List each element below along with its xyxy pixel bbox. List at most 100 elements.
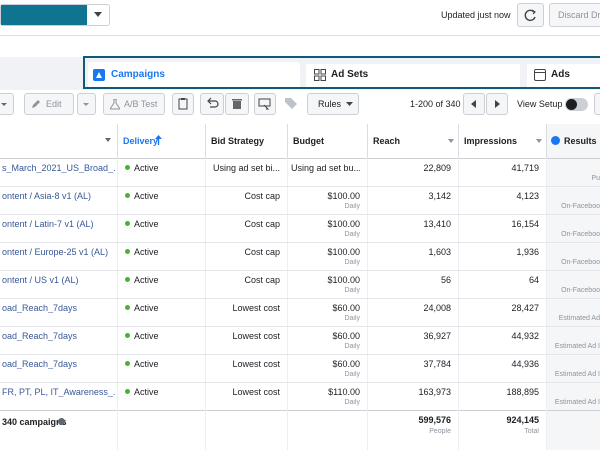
bid-strategy: Lowest cost bbox=[232, 331, 280, 341]
account-select[interactable] bbox=[0, 4, 110, 26]
reach: 3,142 bbox=[428, 191, 451, 201]
rules-button[interactable]: Rules bbox=[307, 93, 359, 115]
refresh-icon bbox=[524, 9, 536, 22]
delivery-status: Active bbox=[134, 247, 159, 257]
row-divider bbox=[0, 326, 600, 327]
budget-period: Daily bbox=[344, 315, 360, 322]
prev-page[interactable] bbox=[463, 93, 485, 115]
column-divider bbox=[546, 124, 547, 158]
column-divider bbox=[367, 158, 368, 410]
impressions: 1,936 bbox=[516, 247, 539, 257]
budget: $100.00 bbox=[327, 191, 360, 201]
status-dot bbox=[125, 165, 130, 170]
delivery-status: Active bbox=[134, 191, 159, 201]
impressions: 44,932 bbox=[511, 331, 539, 341]
tag-button[interactable] bbox=[282, 93, 300, 115]
ads-icon bbox=[534, 69, 546, 81]
update-status: Updated just now bbox=[441, 10, 511, 20]
sort-arrow bbox=[155, 135, 162, 147]
budget-period: Daily bbox=[344, 399, 360, 406]
dropdown-button[interactable] bbox=[0, 93, 14, 115]
impressions: 188,895 bbox=[506, 387, 539, 397]
row-divider bbox=[0, 270, 600, 271]
results-column-bg bbox=[546, 124, 600, 450]
bid-strategy: Cost cap bbox=[244, 275, 280, 285]
totals-border bbox=[0, 410, 600, 411]
table-row: ontent / Latin-7 v1 (AL) Active Cost cap $1… bbox=[0, 214, 600, 243]
refresh-button[interactable] bbox=[517, 3, 544, 27]
impressions: 16,154 bbox=[511, 219, 539, 229]
result-type: On-Faceboo bbox=[561, 287, 600, 294]
ab-test-label: A/B Test bbox=[124, 99, 158, 109]
caret bbox=[346, 102, 353, 106]
tab-ads[interactable]: Ads bbox=[527, 64, 600, 87]
row-divider bbox=[0, 186, 600, 187]
campaign-name: ontent / Asia-8 v1 (AL) bbox=[2, 191, 92, 201]
top-divider bbox=[0, 35, 600, 36]
tab-adsets[interactable]: Ad Sets bbox=[306, 64, 520, 87]
impressions: 44,936 bbox=[511, 359, 539, 369]
impressions: 64 bbox=[528, 275, 539, 285]
view-setup-toggle[interactable] bbox=[565, 98, 588, 111]
duplicate-button[interactable] bbox=[172, 93, 194, 115]
column-header: Impressions bbox=[464, 136, 518, 146]
campaign-icon bbox=[93, 69, 105, 81]
delete-button[interactable] bbox=[225, 93, 249, 115]
delivery-status: Active bbox=[134, 219, 159, 229]
view-setup-label: View Setup bbox=[517, 99, 563, 109]
status-dot bbox=[125, 305, 130, 310]
status-dot bbox=[125, 333, 130, 338]
total-reach-note: People bbox=[429, 428, 451, 435]
undo-icon bbox=[207, 97, 219, 108]
result-type: Estimated Ad bbox=[558, 315, 600, 322]
bid-strategy: Lowest cost bbox=[232, 387, 280, 397]
caret bbox=[94, 12, 102, 17]
row-divider bbox=[0, 214, 600, 215]
row-divider bbox=[0, 242, 600, 243]
name-sort-caret bbox=[105, 138, 111, 142]
tab-campaigns[interactable]: Campaigns bbox=[88, 62, 300, 87]
reach: 22,809 bbox=[423, 163, 451, 173]
undo-button[interactable] bbox=[200, 93, 224, 115]
budget-period: Daily bbox=[344, 287, 360, 294]
table-row: ontent / US v1 (AL) Active Cost cap $100.00… bbox=[0, 270, 600, 299]
edit-button[interactable]: Edit bbox=[24, 93, 74, 115]
header-caret bbox=[536, 139, 542, 143]
status-dot bbox=[125, 389, 130, 394]
column-header: Delivery bbox=[123, 136, 159, 146]
table-row: ontent / Asia-8 v1 (AL) Active Cost cap $10… bbox=[0, 186, 600, 215]
reach: 163,973 bbox=[418, 387, 451, 397]
bid-strategy: Using ad set bi... bbox=[212, 163, 280, 173]
column-divider bbox=[367, 410, 368, 450]
column-divider bbox=[546, 410, 547, 450]
column-divider bbox=[287, 124, 288, 158]
adsets-icon bbox=[314, 69, 326, 81]
flask-icon bbox=[110, 99, 120, 110]
discard-button[interactable]: Discard Dra bbox=[549, 3, 600, 27]
bid-strategy: Cost cap bbox=[244, 219, 280, 229]
column-divider bbox=[458, 158, 459, 410]
result-type: On-Faceboo bbox=[561, 203, 600, 210]
pagination: 1-200 of 340 bbox=[410, 99, 461, 109]
info-icon bbox=[58, 418, 65, 425]
reach: 1,603 bbox=[428, 247, 451, 257]
edit-dropdown[interactable] bbox=[77, 93, 96, 115]
info-icon bbox=[551, 136, 560, 145]
clipboard-icon bbox=[178, 98, 188, 110]
delivery-status: Active bbox=[134, 275, 159, 285]
reach: 36,927 bbox=[423, 331, 451, 341]
discard-label: Discard Dra bbox=[558, 10, 600, 20]
column-divider bbox=[205, 158, 206, 410]
bid-strategy: Cost cap bbox=[244, 247, 280, 257]
next-page[interactable] bbox=[486, 93, 508, 115]
status-dot bbox=[125, 277, 130, 282]
preview-button[interactable] bbox=[254, 93, 276, 115]
ab-test-button[interactable]: A/B Test bbox=[103, 93, 165, 115]
budget-period: Daily bbox=[344, 371, 360, 378]
result-type: Estimated Ad I bbox=[554, 371, 600, 378]
budget: $60.00 bbox=[332, 303, 360, 313]
result-type: Estimated Ad I bbox=[554, 399, 600, 406]
more-button[interactable] bbox=[594, 93, 600, 115]
row-divider bbox=[0, 382, 600, 383]
status-dot bbox=[125, 193, 130, 198]
